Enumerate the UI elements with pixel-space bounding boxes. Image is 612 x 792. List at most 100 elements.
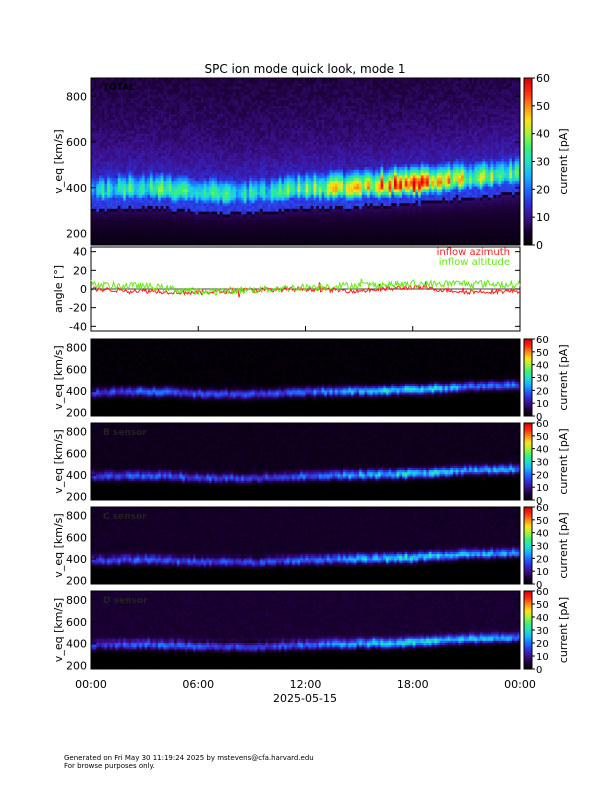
heatmap-cell [99, 84, 102, 87]
heatmap-cell [284, 189, 287, 192]
heatmap-cell [118, 228, 121, 231]
heatmap-cell [228, 136, 231, 139]
heatmap-cell [271, 228, 274, 231]
heatmap-cell [303, 142, 306, 145]
heatmap-cell [201, 162, 204, 165]
heatmap-cell [279, 220, 282, 223]
heatmap-cell [228, 181, 231, 184]
heatmap-cell [265, 145, 268, 148]
heatmap-cell [284, 145, 287, 148]
heatmap-cell [96, 192, 99, 195]
heatmap-cell [150, 200, 153, 203]
heatmap-cell [276, 131, 279, 134]
heatmap-cell [169, 131, 172, 134]
heatmap-cell [171, 200, 174, 203]
heatmap-cell [118, 106, 121, 109]
heatmap-cell [131, 184, 134, 187]
heatmap-cell [279, 125, 282, 128]
heatmap-cell [198, 187, 201, 190]
heatmap-cell [129, 223, 132, 226]
heatmap-cell [163, 131, 166, 134]
heatmap-cell [115, 195, 118, 198]
heatmap-cell [212, 239, 215, 242]
heatmap-cell [297, 226, 300, 229]
heatmap-cell [107, 167, 110, 170]
heatmap-cell [166, 134, 169, 137]
heatmap-cell [225, 153, 228, 156]
heatmap-cell [115, 217, 118, 220]
heatmap-cell [241, 164, 244, 167]
heatmap-cell [155, 136, 158, 139]
heatmap-cell [292, 175, 295, 178]
heatmap-cell [311, 209, 314, 212]
heatmap-cell [177, 226, 180, 229]
heatmap-cell [137, 181, 140, 184]
heatmap-cell [169, 175, 172, 178]
heatmap-cell [102, 111, 105, 114]
heatmap-cell [222, 145, 225, 148]
heatmap-cell [230, 84, 233, 87]
heatmap-cell [308, 103, 311, 106]
heatmap-cell [236, 142, 239, 145]
heatmap-cell [120, 234, 123, 237]
heatmap-cell [201, 159, 204, 162]
heatmap-cell [179, 120, 182, 123]
heatmap-cell [169, 148, 172, 151]
heatmap-cell [201, 192, 204, 195]
heatmap-cell [110, 184, 113, 187]
heatmap-cell [300, 106, 303, 109]
heatmap-cell [155, 189, 158, 192]
heatmap-cell [300, 139, 303, 142]
heatmap-cell [196, 117, 199, 120]
heatmap-cell [281, 228, 284, 231]
heatmap-cell [177, 120, 180, 123]
heatmap-cell [268, 167, 271, 170]
heatmap-cell [212, 175, 215, 178]
heatmap-cell [137, 111, 140, 114]
heatmap-cell [289, 106, 292, 109]
heatmap-cell [179, 223, 182, 226]
heatmap-cell [311, 223, 314, 226]
heatmap-cell [155, 231, 158, 234]
heatmap-cell [179, 184, 182, 187]
heatmap-cell [102, 134, 105, 137]
heatmap-cell [292, 195, 295, 198]
heatmap-cell [303, 139, 306, 142]
heatmap-cell [198, 139, 201, 142]
heatmap-cell [238, 142, 241, 145]
heatmap-cell [139, 231, 142, 234]
heatmap-cell [126, 223, 129, 226]
heatmap-cell [166, 187, 169, 190]
heatmap-cell [295, 203, 298, 206]
heatmap-cell [284, 111, 287, 114]
heatmap-cell [297, 139, 300, 142]
heatmap-cell [201, 100, 204, 103]
heatmap-cell [99, 181, 102, 184]
heatmap-cell [179, 217, 182, 220]
heatmap-cell [300, 84, 303, 87]
heatmap-cell [212, 162, 215, 165]
heatmap-cell [260, 95, 263, 98]
heatmap-cell [238, 117, 241, 120]
heatmap-cell [217, 209, 220, 212]
heatmap-cell [241, 125, 244, 128]
heatmap-cell [225, 164, 228, 167]
heatmap-cell [225, 198, 228, 201]
heatmap-cell [112, 139, 115, 142]
heatmap-cell [249, 184, 252, 187]
heatmap-cell [123, 145, 126, 148]
heatmap-cell [306, 111, 309, 114]
heatmap-cell [161, 237, 164, 240]
heatmap-cell [190, 145, 193, 148]
heatmap-cell [153, 84, 156, 87]
heatmap-cell [158, 228, 161, 231]
heatmap-cell [177, 192, 180, 195]
heatmap-cell [102, 214, 105, 217]
heatmap-cell [292, 167, 295, 170]
heatmap-cell [129, 173, 132, 176]
heatmap-cell [153, 195, 156, 198]
heatmap-cell [209, 178, 212, 181]
heatmap-cell [206, 228, 209, 231]
heatmap-cell [102, 234, 105, 237]
heatmap-cell [123, 131, 126, 134]
